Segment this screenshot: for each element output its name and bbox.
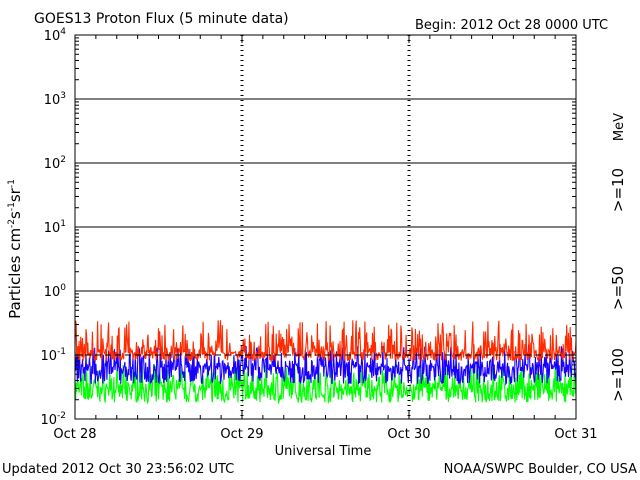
legend-entry-10mev: >=10 <box>609 168 627 212</box>
legend-entry-50mev: >=50 <box>609 266 627 310</box>
legend-unit-label: MeV <box>612 113 627 141</box>
y-tick-label: 100 <box>44 283 67 300</box>
grid-layer <box>75 35 576 419</box>
axis-layer: 10-2 10-1 100 101 102 103 104 Oct 28 Oct 29 Oct 3… <box>40 27 597 442</box>
y-tick-label: 101 <box>44 219 66 236</box>
series-line-gte50 <box>74 344 577 387</box>
chart-title: GOES13 Proton Flux (5 minute data) <box>34 11 289 27</box>
y-tick-label: 10-1 <box>40 347 66 364</box>
y-tick-label: 104 <box>44 27 67 44</box>
y-tick-label: 10-2 <box>40 411 66 428</box>
credit-label: NOAA/SWPC Boulder, CO USA <box>444 462 637 477</box>
x-tick-label: Oct 28 <box>53 427 96 442</box>
begin-time-label: Begin: 2012 Oct 28 0000 UTC <box>415 18 608 33</box>
legend-entry-100mev: >=100 <box>609 348 627 402</box>
x-tick-label: Oct 30 <box>387 427 430 442</box>
y-tick-label: 103 <box>44 91 66 108</box>
updated-timestamp: Updated 2012 Oct 30 23:56:02 UTC <box>2 462 234 477</box>
x-axis-label: Universal Time <box>275 444 372 459</box>
y-axis-label: Particles cm-2s-1sr-1 <box>6 179 24 319</box>
x-tick-label: Oct 29 <box>220 427 263 442</box>
y-tick-label: 102 <box>44 155 66 172</box>
series-line-gte100 <box>74 364 577 405</box>
x-tick-label: Oct 31 <box>554 427 597 442</box>
series-layer <box>74 320 577 405</box>
series-line-gte10 <box>74 320 577 363</box>
